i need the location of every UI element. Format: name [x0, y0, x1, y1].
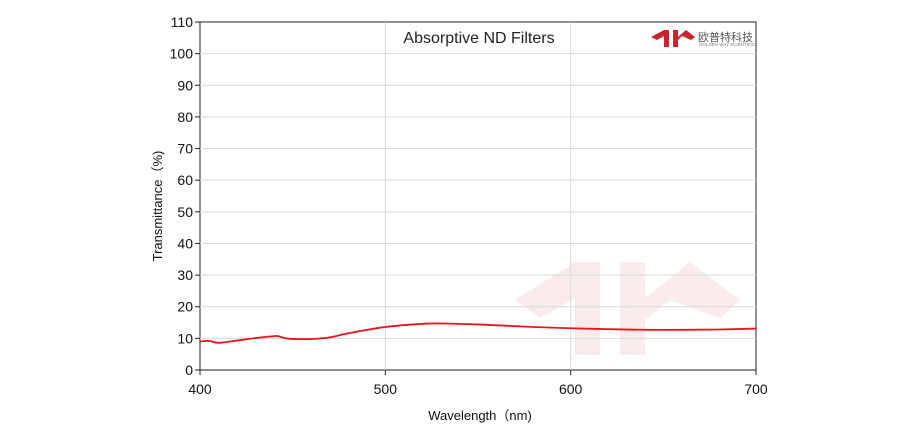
y-tick-label: 40	[177, 235, 193, 251]
logo-mark-right	[673, 30, 695, 47]
y-tick-label: 60	[177, 172, 193, 188]
brand-logo: 欧普特科技 GOLDEN WAY SCIENTIFIC	[651, 30, 756, 47]
watermark-logo	[515, 262, 740, 355]
y-tick-label: 80	[177, 109, 193, 125]
plot-area	[199, 21, 757, 371]
y-tick-label: 10	[177, 330, 193, 346]
transmittance-series-line	[199, 322, 757, 344]
logo-cn-text: 欧普特科技	[698, 30, 753, 44]
y-tick-label: 0	[185, 362, 193, 378]
y-axis-ticks: 0 10 20 30 40 50 60 70 80 90 100 110	[170, 14, 200, 378]
y-tick-label: 110	[171, 14, 194, 30]
logo-mark-left	[651, 30, 669, 47]
x-axis-title: Wavelength（nm)	[428, 408, 532, 423]
y-tick-label: 90	[177, 77, 193, 93]
x-tick-label: 600	[559, 381, 583, 397]
y-axis-title: Transmittance（%)	[150, 151, 165, 262]
x-tick-label: 400	[188, 381, 212, 397]
gridlines	[200, 22, 756, 370]
chart-title: Absorptive ND Filters	[403, 30, 554, 47]
x-tick-label: 500	[374, 381, 398, 397]
x-tick-label: 700	[744, 381, 768, 397]
y-tick-label: 100	[170, 46, 194, 62]
x-axis-ticks: 400 500 600 700	[188, 370, 768, 397]
y-tick-label: 70	[177, 141, 193, 157]
y-tick-label: 30	[177, 267, 193, 283]
y-tick-label: 50	[177, 204, 193, 220]
y-tick-label: 20	[177, 299, 193, 315]
logo-en-text: GOLDEN WAY SCIENTIFIC	[699, 42, 756, 47]
series-group	[199, 322, 757, 344]
